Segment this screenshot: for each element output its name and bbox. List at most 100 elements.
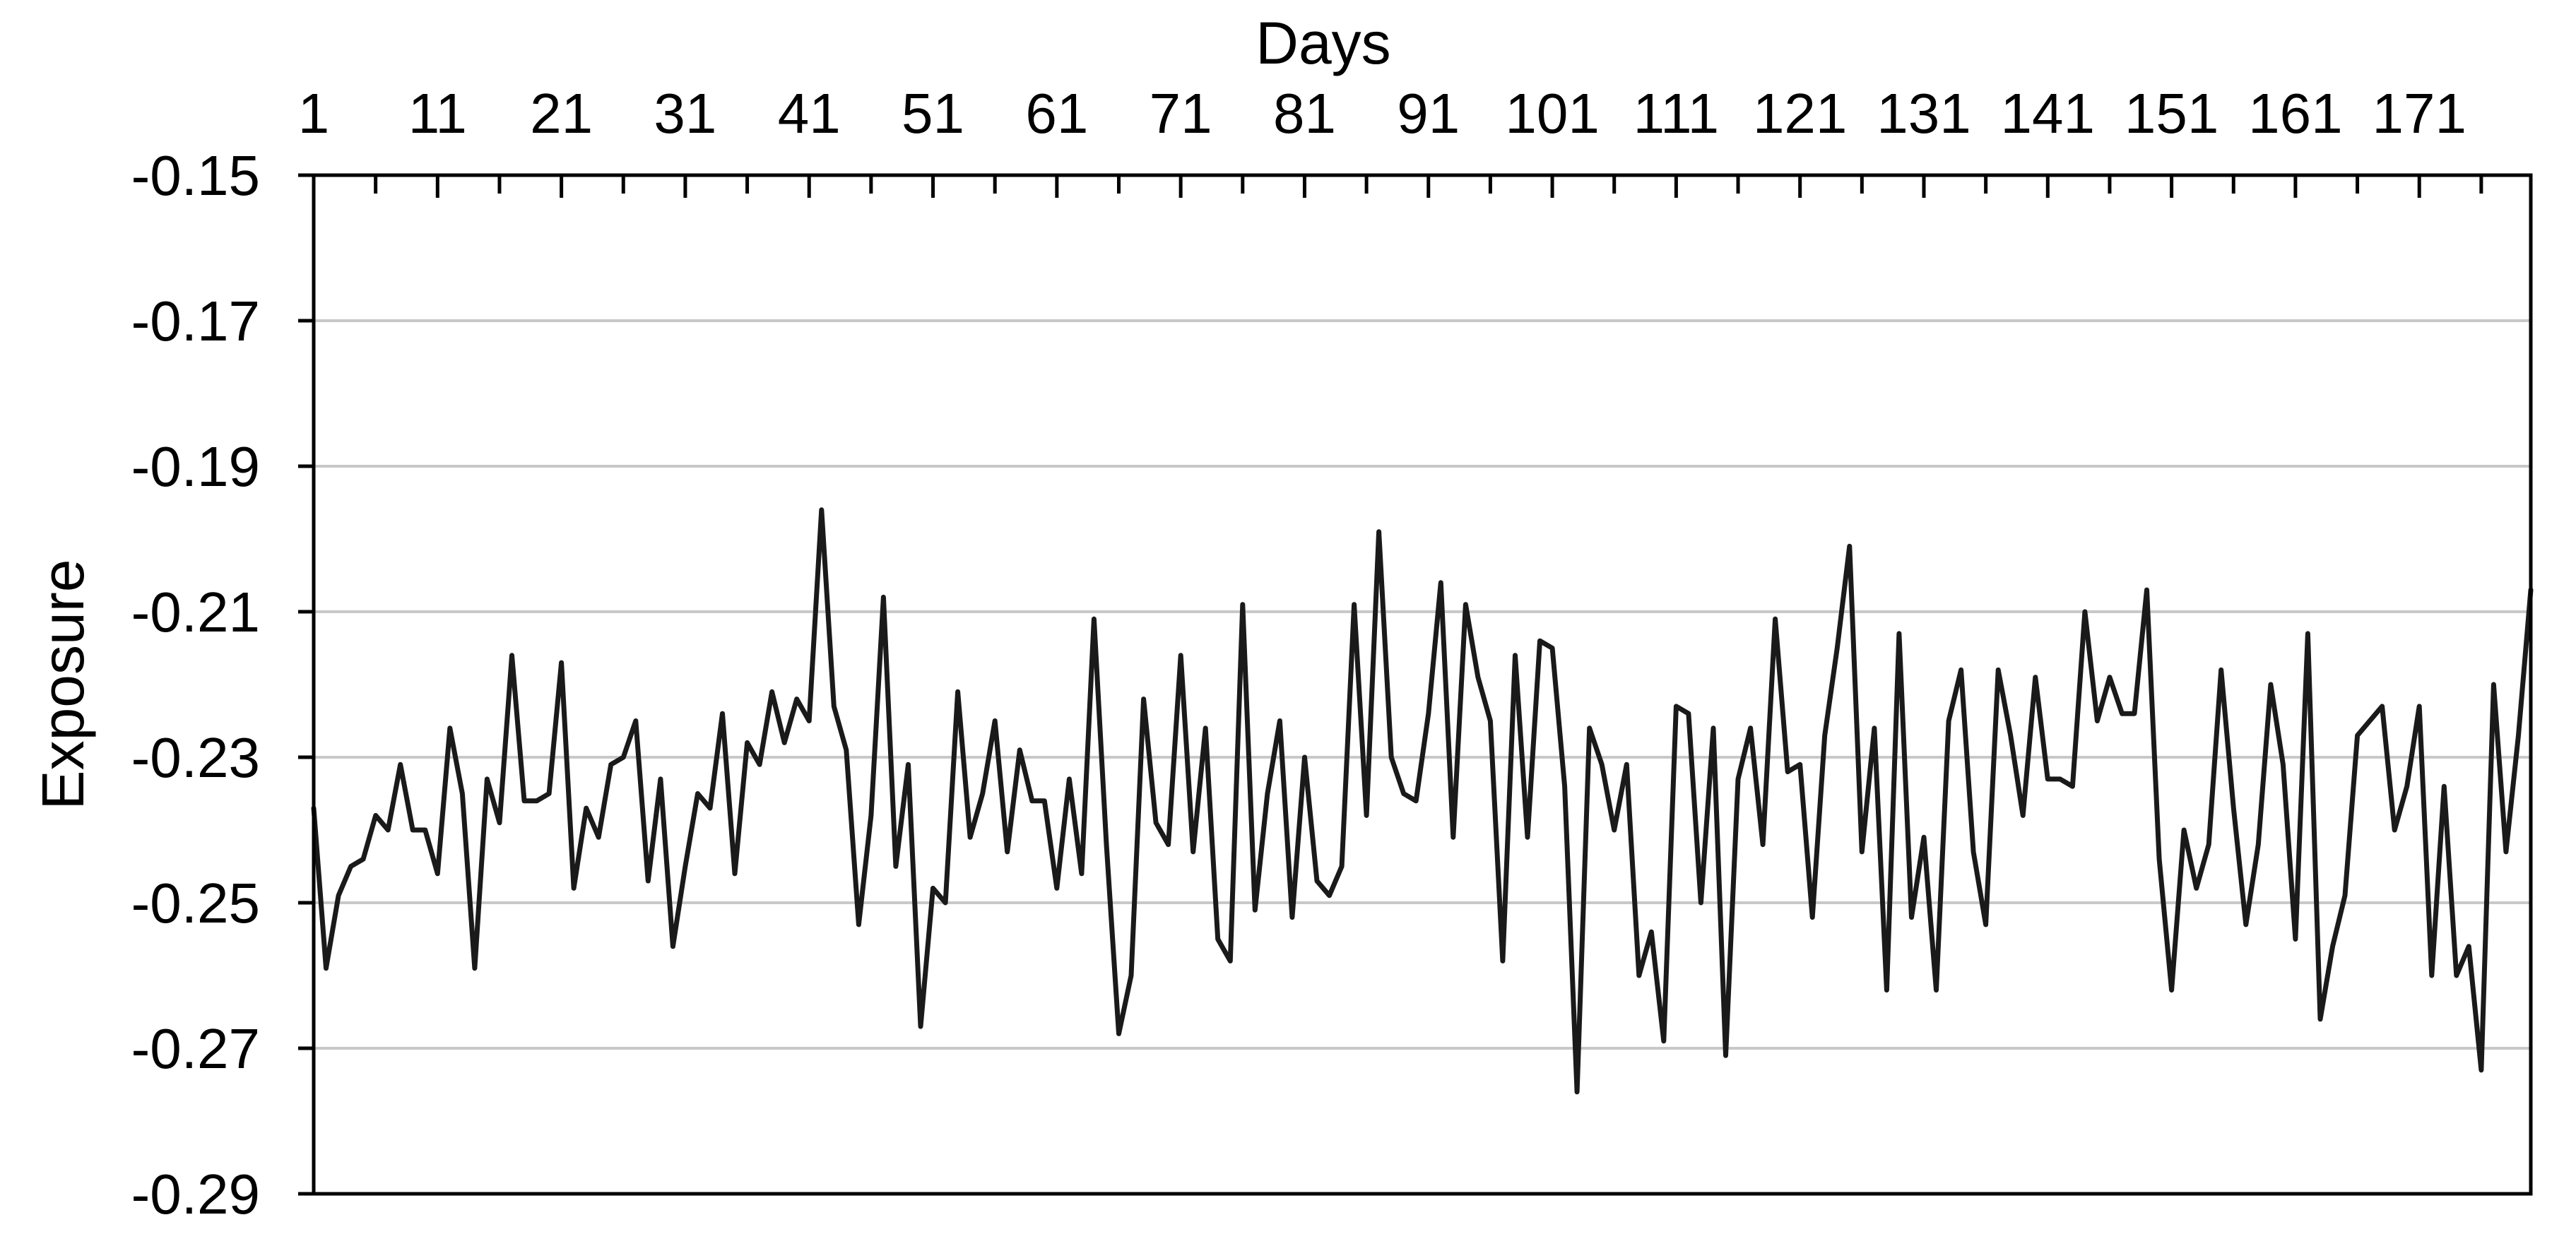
data-point: [1043, 799, 1046, 802]
data-point: [931, 887, 935, 890]
data-point: [510, 653, 514, 657]
data-point: [1823, 734, 1826, 737]
x-tick-label: 131: [1877, 82, 1971, 145]
data-point: [1910, 915, 1913, 919]
data-point: [1526, 836, 1530, 839]
data-point: [2009, 734, 2012, 737]
data-point: [2344, 894, 2347, 897]
data-point: [1117, 1032, 1121, 1036]
data-point: [2318, 1017, 2322, 1021]
data-point: [1390, 756, 1393, 759]
data-point: [2504, 850, 2507, 853]
data-point: [1018, 748, 1022, 752]
data-point: [523, 799, 526, 802]
x-tick-label: 101: [1505, 82, 1599, 145]
data-point: [386, 829, 390, 831]
data-point: [1947, 719, 1951, 723]
series-line: [311, 507, 2534, 1095]
x-tick-label: 91: [1397, 82, 1460, 145]
data-point: [374, 814, 377, 817]
data-point: [906, 763, 910, 766]
x-tick-label: 1: [298, 82, 330, 145]
data-point: [1464, 603, 1467, 606]
data-point: [1600, 763, 1604, 766]
data-point: [1872, 726, 1876, 730]
x-tick-label: 61: [1025, 82, 1088, 145]
data-point: [1303, 756, 1306, 759]
data-point: [683, 865, 687, 868]
data-point: [2454, 974, 2458, 977]
data-point: [1489, 719, 1492, 723]
data-point: [2046, 777, 2050, 781]
data-point: [1142, 697, 1145, 701]
data-point: [2232, 807, 2235, 810]
data-point: [2244, 923, 2247, 926]
data-point: [411, 829, 415, 831]
data-point: [1612, 829, 1616, 831]
y-tick-label: -0.29: [131, 1163, 260, 1226]
data-point: [2120, 712, 2124, 716]
data-point: [1637, 974, 1641, 977]
data-point: [1997, 668, 2000, 672]
data-point: [956, 690, 959, 694]
data-point: [2380, 704, 2384, 708]
data-point: [1674, 704, 1678, 708]
data-point: [2170, 988, 2173, 992]
data-point: [2269, 683, 2272, 686]
y-tick-label: -0.15: [131, 144, 260, 207]
gridlines: [314, 319, 2531, 1050]
data-point: [2393, 829, 2397, 831]
data-point: [1922, 836, 1925, 839]
data-point: [461, 792, 464, 795]
data-point: [1278, 719, 1282, 723]
y-tick-labels: -0.15 -0.17 -0.19 -0.21 -0.23 -0.25 -0.27 -0.29: [131, 144, 260, 1226]
data-point: [2058, 777, 2062, 781]
data-point: [1737, 777, 1740, 781]
x-tick-label: 161: [2248, 82, 2342, 145]
data-point: [894, 865, 897, 868]
data-point: [2108, 675, 2111, 679]
data-point: [1030, 799, 1034, 802]
data-point: [1786, 770, 1790, 773]
data-point: [1576, 1090, 1579, 1093]
data-point: [1860, 850, 1864, 853]
data-point: [981, 792, 984, 795]
data-point: [1798, 763, 1802, 766]
x-tick-label: 121: [1753, 82, 1847, 145]
data-point: [2356, 734, 2359, 737]
data-point: [1092, 617, 1096, 621]
data-point: [2219, 668, 2223, 672]
data-point: [1897, 632, 1901, 635]
data-point: [1315, 879, 1318, 883]
data-point: [1476, 675, 1479, 679]
data-point: [1773, 617, 1777, 621]
data-point: [1699, 901, 1703, 904]
data-point: [1501, 959, 1504, 963]
data-point: [2071, 785, 2074, 788]
series-layer: [311, 507, 2534, 1095]
data-point: [1104, 843, 1108, 846]
data-point: [1166, 843, 1170, 846]
data-point: [1402, 792, 1405, 795]
data-point: [2442, 785, 2446, 788]
data-point: [671, 944, 675, 948]
y-tick-label: -0.21: [131, 581, 260, 644]
data-point: [1761, 843, 1765, 846]
data-point: [844, 748, 848, 752]
x-tick-label: 11: [408, 82, 467, 145]
data-point: [362, 858, 365, 861]
y-tick-label: -0.27: [131, 1017, 260, 1080]
data-point: [2281, 763, 2285, 766]
data-point: [2021, 814, 2025, 817]
data-point: [2133, 712, 2137, 716]
y-tick-label: -0.19: [131, 435, 260, 498]
data-point: [1724, 1054, 1727, 1057]
data-point: [1241, 603, 1244, 606]
data-point: [1836, 646, 1839, 650]
data-point: [1686, 712, 1690, 716]
axis-ticks: [298, 173, 2483, 1196]
data-point: [1365, 814, 1369, 817]
y-tick-label: -0.25: [131, 872, 260, 935]
data-point: [1538, 639, 1542, 643]
